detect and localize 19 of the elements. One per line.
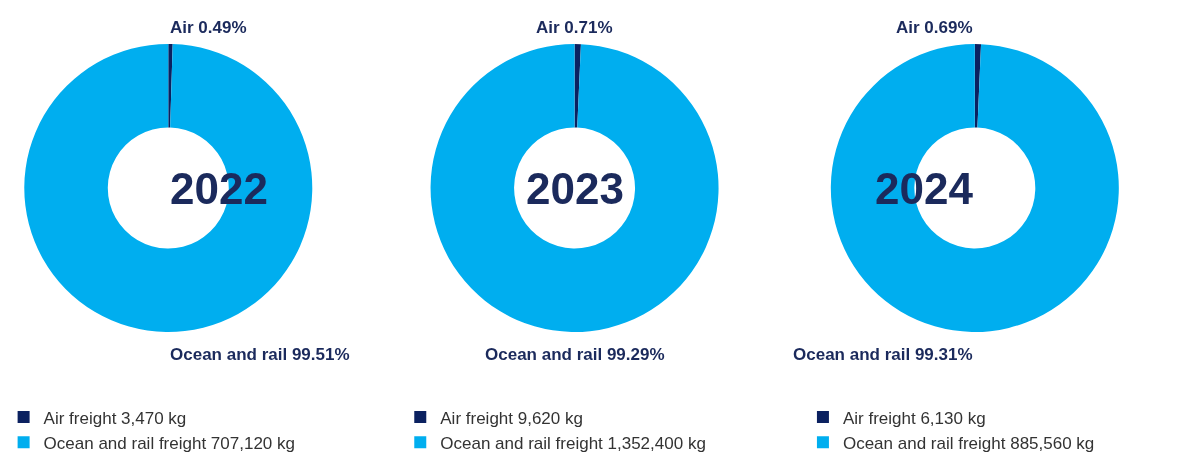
donut-slice <box>168 44 173 128</box>
donut-slice <box>24 44 313 332</box>
legend-label: Ocean and rail freight 885,560 kg <box>842 433 1095 453</box>
text: Air 0.49% <box>170 18 247 37</box>
donut-slice <box>974 44 982 128</box>
text: Ocean and rail 99.29% <box>485 345 665 364</box>
text: Ocean and rail 99.31% <box>793 345 973 364</box>
text: Ocean and rail 99.51% <box>170 345 350 364</box>
legend-label: Ocean and rail freight 1,352,400 kg <box>440 433 706 453</box>
text: 2023 <box>526 164 624 213</box>
legend-label: Ocean and rail freight 707,120 kg <box>43 433 295 453</box>
donut-slice <box>430 44 719 332</box>
text: Air 0.71% <box>536 18 613 37</box>
donut-slice <box>574 44 581 128</box>
legend-label: Air freight 6,130 kg <box>842 408 986 428</box>
legend-label: Air freight 3,470 kg <box>43 408 187 428</box>
legend-label: Air freight 9,620 kg <box>440 408 583 428</box>
donut-slice <box>830 44 1119 332</box>
text: Air 0.69% <box>896 18 973 37</box>
